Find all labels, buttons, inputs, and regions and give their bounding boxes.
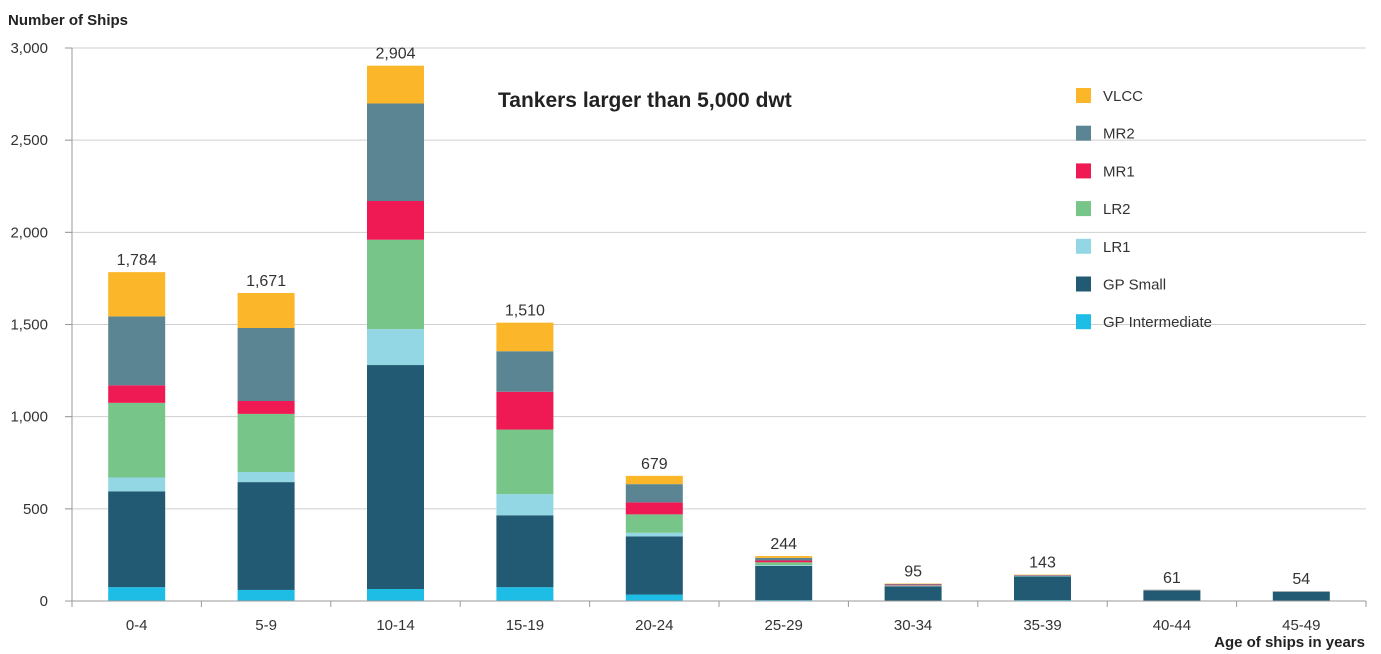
legend-swatch (1076, 276, 1091, 292)
bar-segment (755, 565, 813, 601)
bar-segment (884, 584, 942, 586)
bar-total-label: 61 (1163, 570, 1181, 587)
bar-segment (108, 385, 166, 403)
bar-segment (884, 586, 942, 601)
bars (108, 65, 1330, 601)
legend-label: LR1 (1103, 239, 1131, 256)
x-tick-label: 10-14 (376, 617, 414, 634)
bar-segment (625, 594, 683, 601)
y-axis-title: Number of Ships (8, 12, 129, 29)
x-tick-label: 5-9 (255, 617, 277, 634)
bar-segment (755, 562, 813, 566)
x-tick-label: 20-24 (635, 617, 673, 634)
bar-segment (237, 400, 295, 414)
bar-segment (755, 556, 813, 558)
bar-segment (237, 589, 295, 601)
bar-total-label: 54 (1292, 571, 1310, 588)
bar-segment (625, 475, 683, 485)
bar-segment (625, 484, 683, 503)
y-tick-label: 500 (23, 501, 48, 518)
x-tick-label: 30-34 (894, 617, 932, 634)
bar-segment (108, 491, 166, 588)
bar-total-label: 1,784 (117, 252, 157, 269)
legend-label: LR2 (1103, 201, 1131, 218)
x-tick-label: 45-49 (1282, 617, 1320, 634)
bar-segment (367, 589, 424, 601)
x-tick-label: 0-4 (126, 617, 148, 634)
bar-total-label: 1,671 (246, 273, 286, 290)
bar-segment (237, 471, 295, 483)
bar-segment (237, 413, 295, 472)
x-tick-label: 15-19 (506, 617, 544, 634)
y-tick-label: 2,500 (10, 132, 48, 149)
bar-segment (367, 365, 424, 590)
legend-label: VLCC (1103, 88, 1143, 105)
bar-segment (108, 587, 166, 601)
bar-segment (755, 557, 813, 561)
y-axis-ticks: 0 500 1,000 1,500 2,000 2,500 3,000 (10, 40, 72, 610)
bar-segment (496, 322, 554, 352)
bar-segment (237, 328, 295, 401)
legend-swatch (1076, 238, 1091, 254)
x-axis: 0-4 5-9 10-14 15-19 20-24 25-29 30-34 35-39 40-4… (71, 48, 1367, 634)
bar-segment (237, 292, 295, 329)
bar-segment (367, 239, 424, 330)
legend-swatch (1076, 201, 1091, 217)
bar-total-label: 2,904 (375, 46, 415, 63)
y-tick-label: 0 (40, 593, 48, 610)
bar-segment (108, 477, 166, 492)
bar-segment (108, 316, 166, 386)
bar-segment (625, 536, 683, 595)
x-tick-label: 25-29 (765, 617, 803, 634)
y-tick-label: 1,000 (10, 409, 48, 426)
bar-total-label: 1,510 (505, 303, 545, 320)
legend-label: GP Small (1103, 277, 1166, 294)
chart-title: Tankers larger than 5,000 dwt (498, 89, 792, 112)
bar-segment (367, 329, 424, 366)
bar-segment (367, 103, 424, 201)
bar-segment (367, 65, 424, 104)
legend-swatch (1076, 88, 1091, 103)
x-tick-label: 35-39 (1023, 617, 1061, 634)
bar-segment (884, 585, 942, 586)
bar-segment (625, 532, 683, 537)
legend: VLCC MR2 MR1 LR2 LR1 GP Small GP Intermediate (1076, 88, 1212, 331)
x-tick-label: 40-44 (1153, 617, 1191, 634)
bar-segment (496, 587, 554, 601)
bar-segment (1143, 590, 1201, 601)
bar-total-label: 143 (1029, 555, 1056, 572)
bar-segment (625, 514, 683, 533)
bar-segment (237, 482, 295, 590)
y-tick-label: 3,000 (10, 40, 48, 57)
y-tick-label: 2,000 (10, 224, 48, 241)
y-tick-label: 1,500 (10, 317, 48, 334)
bar-segment (625, 502, 683, 515)
legend-label: MR1 (1103, 163, 1135, 180)
legend-label: MR2 (1103, 126, 1135, 143)
bar-segment (755, 560, 813, 563)
bar-total-label: 679 (641, 456, 668, 473)
bar-segment (755, 565, 813, 566)
bar-segment (496, 351, 554, 392)
bar-segment (496, 494, 554, 516)
legend-label: GP Intermediate (1103, 314, 1212, 331)
bar-segment (496, 515, 554, 588)
bar-segment (1272, 591, 1330, 601)
bar-total-label: 95 (904, 563, 922, 580)
bar-segment (108, 402, 166, 478)
bar-total-label: 244 (770, 536, 797, 553)
bar-segment (108, 272, 166, 317)
bar-segment (884, 583, 942, 585)
bar-segment (496, 429, 554, 495)
x-axis-title: Age of ships in years (1214, 634, 1365, 651)
legend-swatch (1076, 163, 1091, 179)
bar-segment (496, 391, 554, 430)
total-labels: 1,784 1,671 2,904 1,510 679 244 95 143 61 54 (117, 46, 1311, 588)
legend-swatch (1076, 314, 1091, 330)
bar-segment (367, 200, 424, 240)
bar-segment (1014, 576, 1071, 601)
legend-swatch (1076, 125, 1091, 141)
